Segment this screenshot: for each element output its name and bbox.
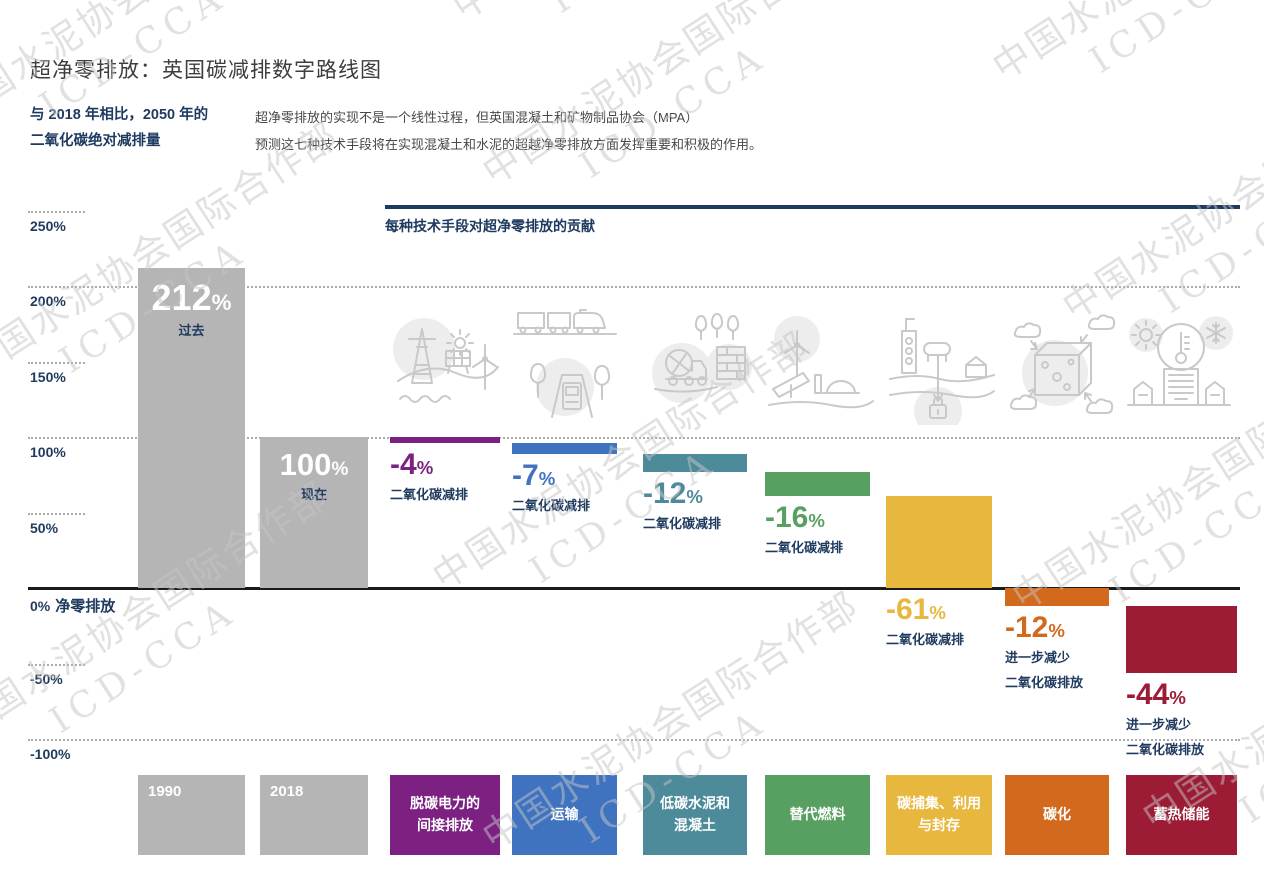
- legend-label-thermal-storage: 蓄热储能: [1153, 806, 1210, 823]
- legend-label-past-1990: 1990: [148, 783, 182, 800]
- gridline--100: [28, 739, 1240, 741]
- legend-low-carbon-cement-concrete: 低碳水泥和 混凝土: [643, 775, 747, 855]
- bar-label-present-2018: 100% 现在: [260, 449, 368, 505]
- gridline-200: [28, 286, 1240, 288]
- bar-label-transport: -7% 二氧化碳减排: [512, 458, 662, 516]
- legend-label-carbon-capture-use-storage: 碳捕集、利用: [897, 795, 981, 812]
- legend-past-1990: 1990: [138, 775, 245, 855]
- bar-low-carbon-cement-concrete: [643, 453, 747, 472]
- legend-label-low-carbon-cement-concrete: 低碳水泥和: [660, 795, 730, 812]
- thermal-storage-icon: [1122, 299, 1236, 425]
- gridline-50: [28, 512, 85, 515]
- bar-label-alternative-fuels: -16% 二氧化碳减排: [765, 500, 915, 558]
- chart-description: 超净零排放的实现不是一个线性过程，但英国混凝土和矿物制品协会（MPA） 预测这七…: [255, 104, 762, 159]
- bar-sublabel-carbonation: 进一步减少: [1005, 650, 1071, 666]
- net-zero-label: 净零排放: [55, 598, 116, 615]
- bar-value-decarbonised-electricity: -4%: [390, 448, 434, 482]
- legend-label-low-carbon-cement-concrete: 混凝土: [674, 817, 716, 833]
- bar-sublabel-past-1990: 过去: [178, 322, 205, 338]
- axis-tick-50: 50%: [30, 519, 59, 536]
- legend-label-decarbonised-electricity: 脱碳电力的: [410, 795, 480, 812]
- legend-thermal-storage: 蓄热储能: [1126, 775, 1237, 855]
- bar-value-carbonation: -12%: [1005, 611, 1065, 645]
- legend-label-alternative-fuels: 替代燃料: [789, 806, 846, 823]
- axis-tick-100: 100%: [30, 444, 66, 460]
- legend-present-2018: 2018: [260, 775, 368, 855]
- legend-alternative-fuels: 替代燃料: [765, 775, 870, 855]
- freight-transport-icon: [508, 299, 622, 425]
- bar-present-2018: [260, 437, 368, 588]
- subtitle-line-2: 二氧化碳绝对减排量: [30, 133, 161, 150]
- bar-label-carbonation: -12% 进一步减少二氧化碳排放: [1005, 613, 1154, 693]
- axis-tick--50: -50%: [30, 670, 63, 687]
- bar-thermal-storage: [1126, 606, 1237, 673]
- gridline-250: [28, 210, 85, 213]
- bar-sublabel-alternative-fuels: 二氧化碳减排: [765, 539, 844, 555]
- axis-tick-0: 0% 净零排放: [30, 598, 116, 615]
- bar-sublabel-present-2018: 现在: [300, 487, 327, 502]
- legend-label-transport: 运输: [550, 806, 579, 823]
- carbon-capture-icon: [882, 299, 996, 425]
- bar-value-past-1990: 212%: [151, 276, 232, 318]
- axis-tick-250: 250%: [30, 217, 66, 234]
- bar-value-present-2018: 100%: [279, 447, 349, 482]
- gridline-100: [28, 437, 1240, 439]
- chart-subtitle: 与 2018 年相比，2050 年的 二氧化碳绝对减排量: [30, 102, 208, 154]
- bar-sublabel-carbon-capture-use-storage: 二氧化碳减排: [886, 632, 965, 647]
- bar-value-low-carbon-cement-concrete: -12%: [643, 476, 703, 510]
- bar-label-low-carbon-cement-concrete: -12% 二氧化碳减排: [643, 476, 792, 534]
- legend-transport: 运输: [512, 775, 617, 855]
- subtitle-line-1: 与 2018 年相比，2050 年的: [30, 107, 209, 123]
- carbonation-icon: [1001, 299, 1115, 425]
- bar-sublabel-transport: 二氧化碳减排: [512, 497, 591, 513]
- bar-value-thermal-storage: -44%: [1126, 677, 1186, 711]
- bar-alternative-fuels: [765, 471, 870, 496]
- description-line-1: 超净零排放的实现不是一个线性过程，但英国混凝土和矿物制品协会（MPA）: [255, 110, 699, 125]
- bar-sublabel-decarbonised-electricity: 二氧化碳减排: [390, 487, 469, 503]
- bar-value-alternative-fuels: -16%: [765, 500, 825, 534]
- bar-carbonation: [1005, 588, 1109, 607]
- bar-sublabel-low-carbon-cement-concrete: 二氧化碳减排: [643, 515, 722, 531]
- bar-label-carbon-capture-use-storage: -61% 二氧化碳减排: [886, 595, 1037, 650]
- bar-label-thermal-storage: -44% 进一步减少二氧化碳排放: [1126, 677, 1264, 760]
- legend-label-carbon-capture-use-storage: 与封存: [918, 817, 960, 833]
- bar-past-1990: [138, 267, 245, 588]
- axis-tick-200: 200%: [30, 293, 66, 309]
- axis-tick-150: 150%: [30, 368, 66, 385]
- bar-sublabel-thermal-storage: 进一步减少: [1126, 716, 1192, 732]
- description-line-2: 预测这七种技术手段将在实现混凝土和水泥的超越净零排放方面发挥重要和积极的作用。: [255, 137, 763, 153]
- electricity-grid-icon: [386, 299, 500, 425]
- contribution-rule: [385, 205, 1240, 209]
- gridline-150: [28, 361, 85, 364]
- bar-label-past-1990: 212% 过去: [138, 276, 245, 341]
- bar-decarbonised-electricity: [390, 437, 500, 444]
- bar-sublabel-carbonation: 二氧化碳排放: [1005, 675, 1084, 691]
- bar-label-decarbonised-electricity: -4% 二氧化碳减排: [390, 450, 545, 505]
- gridline--50: [28, 663, 85, 666]
- legend-label-carbonation: 碳化: [1043, 806, 1071, 823]
- legend-decarbonised-electricity: 脱碳电力的 间接排放: [390, 775, 500, 855]
- bar-value-carbon-capture-use-storage: -61%: [886, 593, 946, 626]
- bar-value-transport: -7%: [512, 458, 556, 492]
- page-title: 超净零排放：英国碳减排数字路线图: [30, 59, 382, 82]
- alternative-fuels-icon: [761, 299, 875, 425]
- zero-emission-line: [28, 587, 1240, 590]
- legend-label-decarbonised-electricity: 间接排放: [417, 817, 473, 833]
- cement-concrete-icon: [639, 299, 753, 425]
- axis-tick--100: -100%: [30, 746, 71, 762]
- legend-carbon-capture-use-storage: 碳捕集、利用 与封存: [886, 775, 992, 855]
- legend-carbonation: 碳化: [1005, 775, 1109, 855]
- legend-label-present-2018: 2018: [270, 783, 304, 800]
- contribution-label: 每种技术手段对超净零排放的贡献: [385, 218, 595, 234]
- bar-transport: [512, 443, 617, 454]
- bar-carbon-capture-use-storage: [886, 495, 992, 588]
- bar-sublabel-thermal-storage: 二氧化碳排放: [1126, 741, 1205, 757]
